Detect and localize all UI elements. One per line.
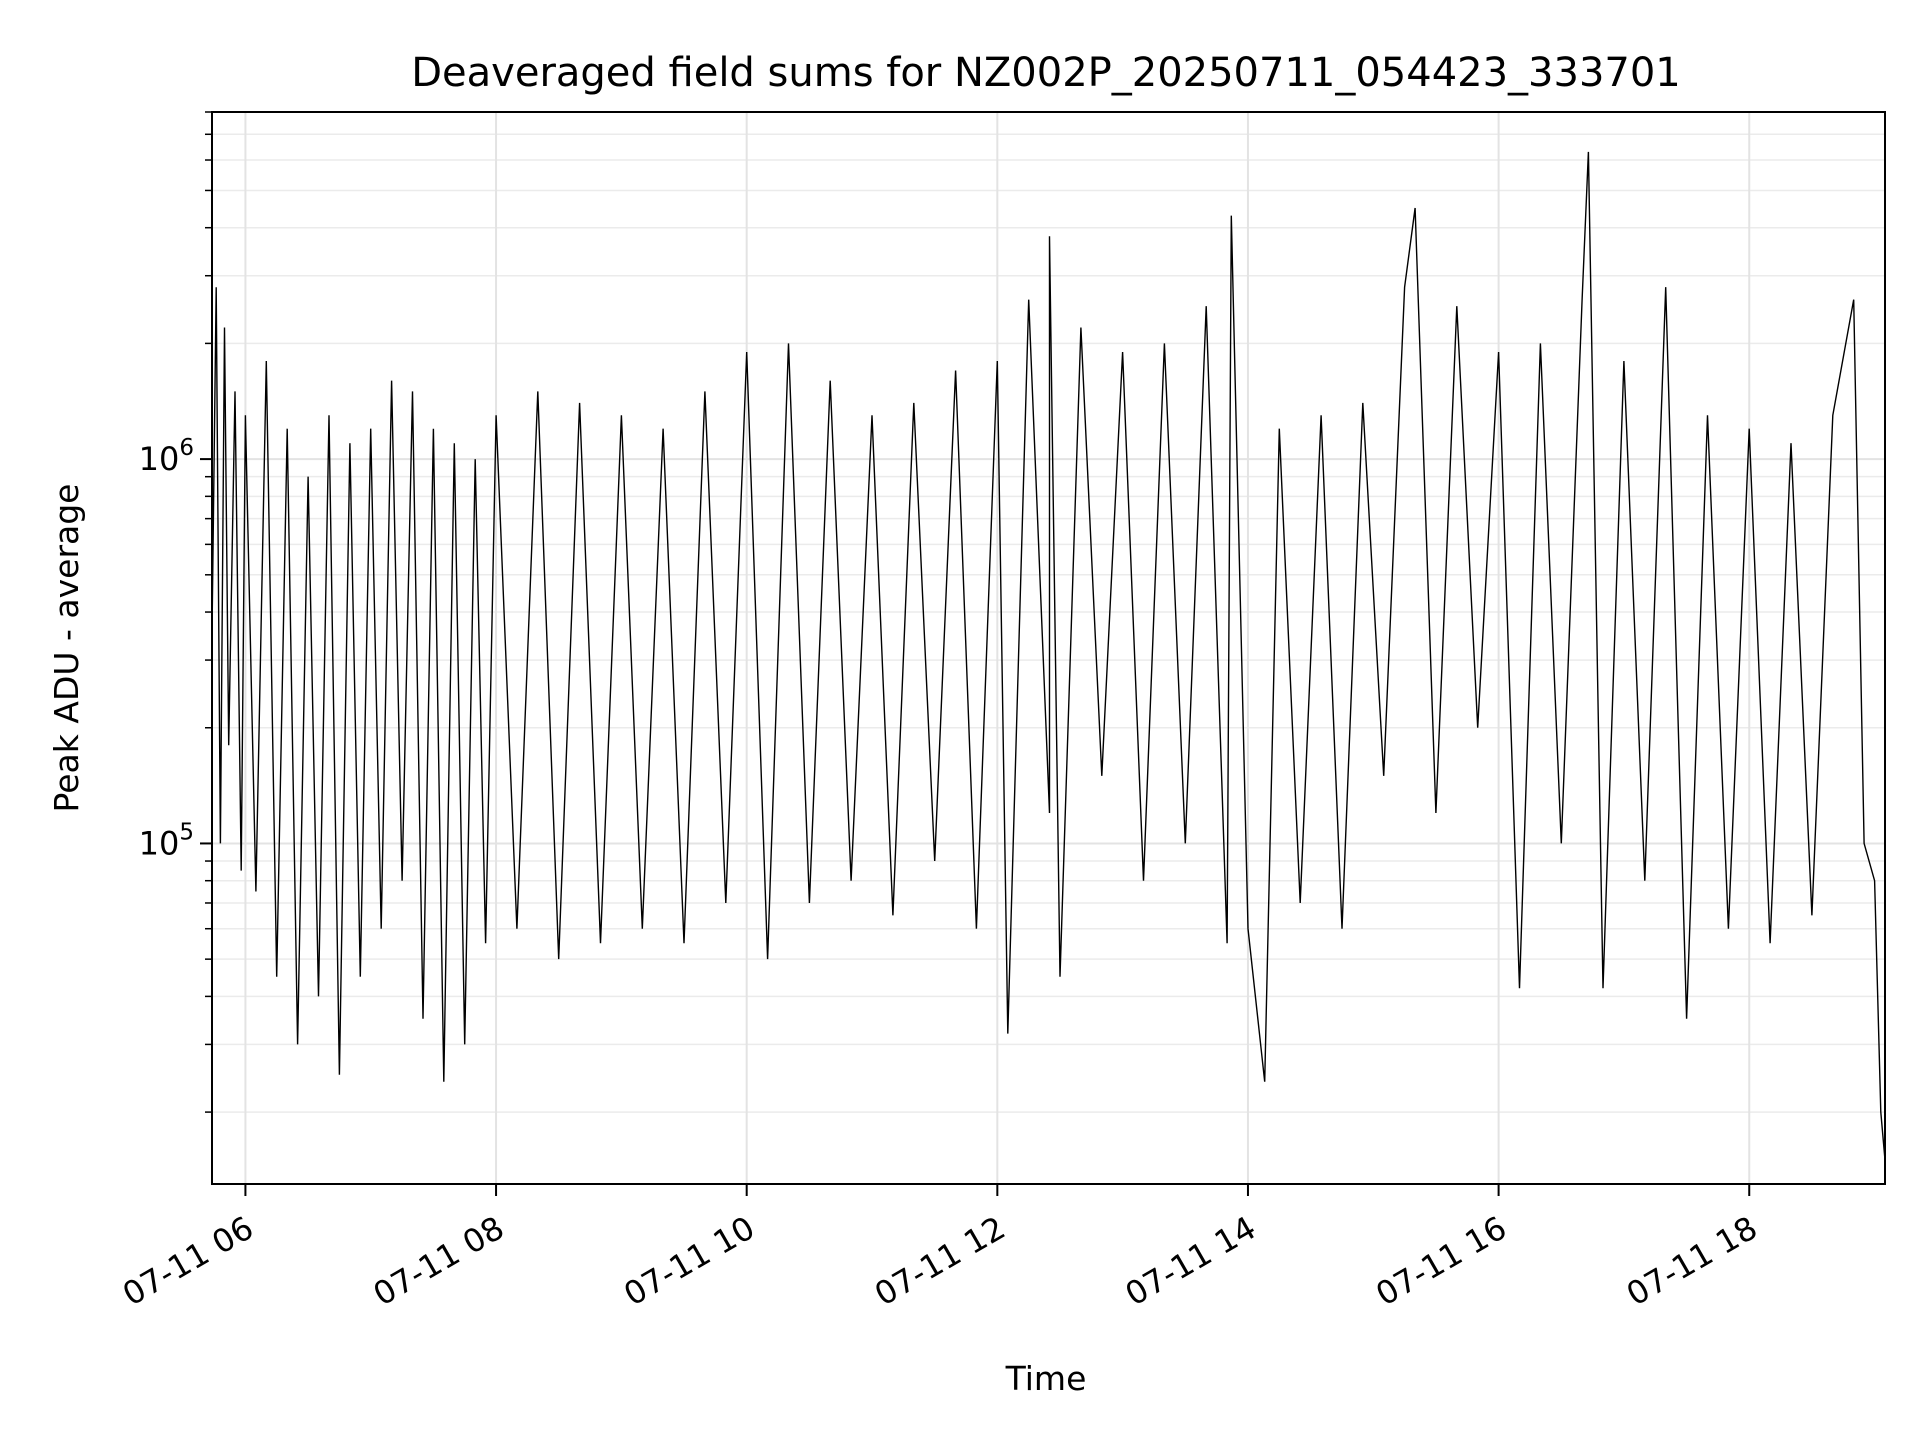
y-tick-label-exponent: 5 bbox=[179, 819, 194, 845]
y-axis-title: Peak ADU - average bbox=[47, 484, 86, 813]
chart-title: Deaveraged field sums for NZ002P_2025071… bbox=[411, 50, 1681, 96]
y-tick-label: 105 bbox=[139, 819, 194, 862]
y-tick-label-exponent: 6 bbox=[179, 435, 194, 461]
x-axis-title: Time bbox=[1005, 1359, 1087, 1398]
series-line bbox=[211, 151, 1886, 1161]
y-tick-label: 106 bbox=[139, 435, 194, 478]
y-tick-label-base: 10 bbox=[139, 824, 180, 862]
plot-frame bbox=[211, 111, 1886, 1185]
y-tick-label-base: 10 bbox=[139, 440, 180, 478]
major-gridlines bbox=[212, 112, 1885, 1184]
